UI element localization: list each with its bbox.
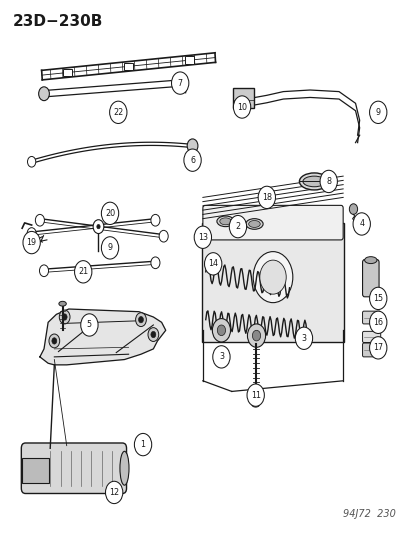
Text: 11: 11 — [250, 391, 260, 400]
FancyBboxPatch shape — [63, 69, 72, 76]
Circle shape — [109, 101, 127, 124]
Circle shape — [233, 96, 250, 118]
Ellipse shape — [299, 173, 328, 190]
Circle shape — [229, 215, 246, 238]
Circle shape — [105, 481, 123, 504]
Circle shape — [135, 313, 146, 327]
Ellipse shape — [120, 451, 129, 485]
Circle shape — [187, 139, 197, 153]
Ellipse shape — [59, 301, 66, 306]
Circle shape — [138, 317, 143, 323]
Text: 21: 21 — [78, 268, 88, 276]
Circle shape — [97, 224, 100, 229]
Circle shape — [352, 213, 370, 235]
Circle shape — [74, 261, 92, 283]
Circle shape — [183, 149, 201, 171]
Text: 22: 22 — [113, 108, 123, 117]
Text: 9: 9 — [375, 108, 380, 117]
Ellipse shape — [219, 218, 231, 225]
Text: 16: 16 — [373, 318, 382, 327]
Circle shape — [38, 87, 49, 101]
Circle shape — [150, 257, 159, 269]
Ellipse shape — [245, 219, 263, 229]
Text: 1: 1 — [140, 440, 145, 449]
FancyBboxPatch shape — [233, 88, 254, 108]
Text: 8: 8 — [325, 177, 330, 186]
Text: 4: 4 — [358, 220, 363, 229]
Text: 9: 9 — [107, 244, 112, 253]
Circle shape — [252, 330, 260, 341]
Circle shape — [134, 433, 151, 456]
Circle shape — [62, 314, 67, 320]
Text: 5: 5 — [87, 320, 92, 329]
Circle shape — [59, 310, 70, 324]
Circle shape — [147, 328, 158, 342]
Circle shape — [49, 334, 59, 348]
FancyBboxPatch shape — [184, 56, 193, 64]
Circle shape — [35, 214, 44, 226]
Circle shape — [27, 157, 36, 167]
Text: 12: 12 — [109, 488, 119, 497]
FancyBboxPatch shape — [22, 458, 48, 483]
Circle shape — [150, 332, 155, 338]
Circle shape — [212, 346, 230, 368]
Text: 2: 2 — [235, 222, 240, 231]
Ellipse shape — [364, 257, 376, 264]
FancyBboxPatch shape — [202, 205, 342, 240]
Circle shape — [253, 252, 292, 303]
Text: 23D−230B: 23D−230B — [13, 14, 103, 29]
Circle shape — [194, 226, 211, 248]
Circle shape — [204, 253, 221, 275]
Text: 18: 18 — [261, 193, 271, 202]
Circle shape — [93, 220, 104, 233]
Text: 19: 19 — [26, 238, 37, 247]
Circle shape — [258, 186, 275, 208]
Ellipse shape — [248, 221, 260, 228]
Circle shape — [81, 314, 98, 336]
Circle shape — [369, 337, 386, 359]
Text: 7: 7 — [177, 78, 182, 87]
Polygon shape — [40, 309, 165, 365]
Text: 10: 10 — [237, 102, 247, 111]
Text: 20: 20 — [105, 209, 115, 218]
Circle shape — [369, 101, 386, 124]
FancyBboxPatch shape — [362, 343, 380, 357]
FancyBboxPatch shape — [21, 443, 126, 494]
Circle shape — [212, 319, 230, 342]
Ellipse shape — [302, 176, 325, 187]
Text: 3: 3 — [301, 334, 306, 343]
Circle shape — [159, 230, 168, 242]
FancyBboxPatch shape — [124, 62, 133, 70]
Ellipse shape — [216, 216, 234, 227]
Circle shape — [369, 311, 386, 334]
Circle shape — [259, 260, 285, 294]
Circle shape — [150, 214, 159, 226]
Circle shape — [369, 287, 386, 310]
Circle shape — [247, 324, 265, 348]
FancyBboxPatch shape — [362, 260, 378, 297]
FancyBboxPatch shape — [362, 311, 380, 324]
Circle shape — [349, 204, 357, 214]
Text: 3: 3 — [218, 352, 223, 361]
Text: 15: 15 — [372, 294, 382, 303]
Text: 94J72  230: 94J72 230 — [342, 509, 395, 519]
Circle shape — [319, 170, 337, 192]
Ellipse shape — [252, 402, 259, 407]
Text: 6: 6 — [190, 156, 195, 165]
Circle shape — [101, 202, 119, 224]
Circle shape — [23, 231, 40, 254]
FancyBboxPatch shape — [202, 223, 343, 342]
Circle shape — [294, 327, 312, 350]
Circle shape — [39, 265, 48, 277]
Text: 14: 14 — [208, 260, 218, 268]
Circle shape — [27, 228, 36, 239]
Text: 17: 17 — [372, 343, 382, 352]
Circle shape — [247, 384, 264, 406]
Text: 13: 13 — [197, 233, 207, 242]
Circle shape — [171, 72, 188, 94]
Circle shape — [101, 237, 119, 259]
Circle shape — [217, 325, 225, 336]
Circle shape — [52, 338, 57, 344]
FancyBboxPatch shape — [362, 332, 380, 343]
